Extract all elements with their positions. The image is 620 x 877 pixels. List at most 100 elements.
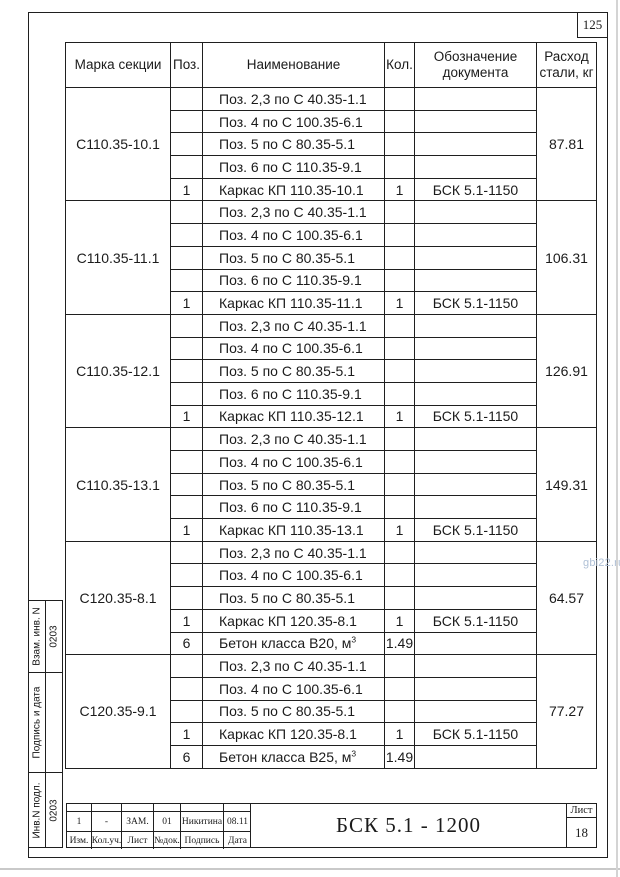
column-label-cell: Лист — [122, 832, 154, 849]
column-label-cell: Кол.уч. — [92, 832, 122, 849]
title-block: 1 - ЗАМ. 01 Никитина 08.11 Изм. Кол.уч. … — [66, 803, 597, 849]
title-block-revision-grid: 1 - ЗАМ. 01 Никитина 08.11 Изм. Кол.уч. … — [67, 804, 251, 849]
row-doc — [414, 495, 537, 520]
row-qty — [384, 427, 415, 451]
row-name: Каркас КП 120.35-8.1 — [202, 722, 385, 746]
row-qty — [384, 381, 415, 406]
row-name: Поз. 5 по С 80.35-5.1 — [202, 699, 385, 724]
steel-consumption: 149.31 — [536, 427, 597, 542]
page-number: 125 — [582, 17, 603, 32]
revision-cell: 01 — [154, 812, 181, 832]
row-position — [170, 132, 203, 157]
row-doc — [414, 200, 537, 225]
revision-cell: - — [92, 812, 122, 832]
row-position — [170, 427, 203, 451]
row-name: Каркас КП 110.35-10.1 — [202, 177, 385, 202]
row-position — [170, 472, 203, 497]
row-qty — [384, 87, 415, 111]
header-name: Наименование — [202, 42, 385, 88]
row-position — [170, 245, 203, 270]
row-position: 1 — [170, 177, 203, 202]
section-mark: С110.35-10.1 — [65, 86, 171, 202]
section-mark: С110.35-12.1 — [65, 313, 171, 429]
row-position — [170, 540, 203, 565]
row-position: 1 — [170, 518, 203, 542]
sidebar-value-cell: 0203 — [46, 773, 62, 847]
row-qty — [384, 563, 415, 588]
row-name: Поз. 5 по С 80.35-5.1 — [202, 132, 385, 157]
sidebar-section: Взам. инв. N 0203 — [28, 600, 63, 672]
row-doc — [414, 472, 537, 497]
revision-empty-cell — [67, 804, 92, 812]
steel-consumption: 126.91 — [536, 313, 597, 429]
row-doc — [414, 132, 537, 157]
section-mark: С120.35-8.1 — [65, 540, 171, 656]
row-doc: БСК 5.1-1150 — [414, 404, 537, 429]
row-name: Поз. 2,3 по С 40.35-1.1 — [202, 654, 385, 678]
watermark: gbi22.ru — [583, 557, 620, 569]
row-doc: БСК 5.1-1150 — [414, 722, 537, 746]
table-row: Поз. 4 по С 100.35-6.1 — [66, 676, 597, 701]
table-row: Поз. 5 по С 80.35-5.1 — [66, 699, 597, 724]
row-qty — [384, 109, 415, 134]
spec-table: Марка секции Поз. Наименование Кол. Обоз… — [65, 42, 597, 769]
column-label-cell: Дата — [228, 835, 247, 846]
sidebar-value: 0203 — [48, 798, 60, 822]
revision-empty-cell — [122, 804, 154, 812]
table-row: Поз. 6 по С 110.35-9.1 — [66, 495, 597, 520]
row-position — [170, 676, 203, 701]
row-doc — [414, 155, 537, 179]
sidebar: Взам. инв. N 0203 Подпись и дата Инв.N п… — [28, 600, 63, 848]
table-row: С110.35-10.1 Поз. 2,3 по С 40.35-1.1 87.81 — [65, 86, 597, 202]
row-doc — [414, 631, 537, 656]
row-position — [170, 381, 203, 406]
row-name: Каркас КП 110.35-13.1 — [202, 518, 385, 542]
row-doc — [414, 223, 537, 247]
steel-consumption: 87.81 — [536, 86, 597, 202]
sidebar-label-cell: Инв.N подл. — [29, 773, 46, 847]
header-section-mark: Марка секции — [65, 42, 171, 88]
row-qty: 1 — [384, 608, 415, 633]
row-name: Каркас КП 120.35-8.1 — [202, 608, 385, 633]
row-qty: 1 — [384, 722, 415, 746]
header-document: Обозначение документа — [414, 42, 537, 88]
row-doc: БСК 5.1-1150 — [414, 177, 537, 202]
revision-cell: ЗАМ. — [122, 812, 154, 832]
row-qty: 1 — [384, 518, 415, 542]
table-row: С120.35-9.1 Поз. 2,3 по С 40.35-1.1 77.27 — [65, 654, 597, 769]
steel-consumption: 106.31 — [536, 200, 597, 315]
revision-empty-cell — [92, 804, 122, 812]
row-name: Поз. 2,3 по С 40.35-1.1 — [202, 87, 385, 111]
sheet-box: Лист 18 — [566, 804, 596, 847]
revision-empty-cell — [154, 804, 181, 812]
row-qty: 1 — [384, 177, 415, 202]
row-qty — [384, 654, 415, 678]
row-position — [170, 87, 203, 111]
row-name: Поз. 4 по С 100.35-6.1 — [202, 563, 385, 588]
row-doc — [414, 381, 537, 406]
sidebar-section: Инв.N подл. 0203 — [28, 772, 63, 848]
row-qty — [384, 268, 415, 293]
sidebar-label: Взам. инв. N — [31, 607, 43, 666]
row-qty — [384, 540, 415, 565]
row-name: Поз. 6 по С 110.35-9.1 — [202, 495, 385, 520]
table-row: С110.35-11.1 Поз. 2,3 по С 40.35-1.1 106.3… — [65, 200, 597, 315]
row-doc — [414, 450, 537, 474]
row-doc — [414, 245, 537, 270]
superscript: 3 — [351, 748, 357, 759]
row-name: Поз. 2,3 по С 40.35-1.1 — [202, 313, 385, 338]
revision-empty-cell — [181, 804, 224, 812]
row-name: Поз. 2,3 по С 40.35-1.1 — [202, 427, 385, 451]
row-position — [170, 155, 203, 179]
sidebar-label: Инв.N подл. — [31, 781, 43, 839]
row-qty — [384, 313, 415, 338]
row-position: 1 — [170, 291, 203, 315]
row-name: Поз. 5 по С 80.35-5.1 — [202, 245, 385, 270]
table-row: С120.35-8.1 Поз. 2,3 по С 40.35-1.1 64.57 — [65, 540, 597, 656]
row-name: Поз. 5 по С 80.35-5.1 — [202, 359, 385, 383]
superscript: 3 — [351, 634, 357, 645]
column-label-cell: Подпись — [181, 832, 224, 849]
header-steel: Расход стали, кг — [536, 42, 597, 88]
row-name: Поз. 4 по С 100.35-6.1 — [202, 336, 385, 361]
row-doc — [414, 427, 537, 451]
